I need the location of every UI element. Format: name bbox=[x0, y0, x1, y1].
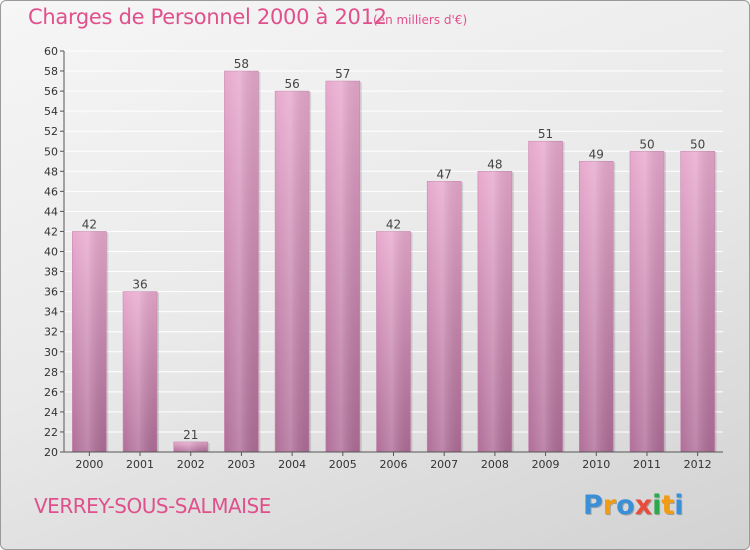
y-tick-label: 48 bbox=[44, 165, 58, 178]
data-label: 56 bbox=[284, 77, 299, 91]
x-tick-label: 2001 bbox=[126, 458, 154, 471]
x-tick-label: 2010 bbox=[582, 458, 610, 471]
data-label: 36 bbox=[132, 278, 147, 292]
y-tick-label: 44 bbox=[44, 205, 58, 218]
bar-highlight bbox=[123, 291, 158, 452]
y-tick-label: 38 bbox=[44, 266, 58, 279]
logo-letter: i bbox=[652, 490, 662, 521]
y-tick-label: 26 bbox=[44, 386, 58, 399]
bar-highlight bbox=[173, 441, 208, 452]
bar-highlight bbox=[528, 141, 563, 452]
x-tick-label: 2009 bbox=[532, 458, 560, 471]
proxiti-logo: Proxiti bbox=[583, 490, 684, 521]
bar-highlight bbox=[477, 171, 512, 453]
bar-highlight bbox=[579, 161, 614, 452]
data-label: 48 bbox=[487, 157, 502, 171]
commune-name: VERREY-SOUS-SALMAISE bbox=[34, 494, 271, 518]
y-tick-label: 46 bbox=[44, 185, 58, 198]
y-tick-label: 56 bbox=[44, 85, 58, 98]
logo-letter: x bbox=[634, 490, 653, 521]
y-tick-label: 58 bbox=[44, 65, 58, 78]
data-label: 58 bbox=[234, 57, 249, 71]
x-tick-label: 2011 bbox=[633, 458, 661, 471]
data-label: 50 bbox=[639, 137, 654, 151]
y-tick-label: 30 bbox=[44, 346, 58, 359]
x-tick-label: 2008 bbox=[481, 458, 509, 471]
y-tick-label: 36 bbox=[44, 286, 58, 299]
x-tick-label: 2003 bbox=[227, 458, 255, 471]
y-tick-label: 28 bbox=[44, 366, 58, 379]
data-label: 51 bbox=[538, 127, 553, 141]
bar-highlight bbox=[680, 151, 715, 452]
logo-letter: i bbox=[674, 490, 684, 521]
y-tick-label: 60 bbox=[44, 45, 58, 58]
y-tick-label: 34 bbox=[44, 306, 58, 319]
x-tick-label: 2004 bbox=[278, 458, 306, 471]
y-tick-label: 42 bbox=[44, 225, 58, 238]
logo-letter: o bbox=[616, 490, 635, 521]
x-tick-label: 2012 bbox=[684, 458, 712, 471]
bar-highlight bbox=[376, 231, 411, 452]
x-tick-label: 2005 bbox=[329, 458, 357, 471]
bar-highlight bbox=[325, 81, 360, 452]
y-tick-label: 24 bbox=[44, 406, 58, 419]
y-tick-label: 50 bbox=[44, 145, 58, 158]
x-tick-label: 2000 bbox=[75, 458, 103, 471]
y-tick-label: 52 bbox=[44, 125, 58, 138]
bar-highlight bbox=[275, 91, 310, 452]
x-tick-label: 2007 bbox=[430, 458, 458, 471]
y-tick-label: 22 bbox=[44, 426, 58, 439]
bars bbox=[72, 70, 717, 453]
logo-letter: P bbox=[583, 490, 603, 521]
x-tick-label: 2006 bbox=[380, 458, 408, 471]
data-label: 21 bbox=[183, 428, 198, 442]
bar-highlight bbox=[224, 71, 259, 453]
x-tick-label: 2002 bbox=[177, 458, 205, 471]
bar-highlight bbox=[72, 231, 107, 452]
data-label: 47 bbox=[437, 167, 452, 181]
data-labels: 42 36 21 58 56 57 42 47 48 51 49 50 50 bbox=[82, 57, 706, 442]
y-tick-label: 20 bbox=[44, 446, 58, 459]
data-label: 49 bbox=[589, 147, 604, 161]
logo-letter: t bbox=[661, 490, 675, 521]
logo-letter: r bbox=[602, 490, 617, 521]
y-tick-label: 32 bbox=[44, 326, 58, 339]
bar-highlight bbox=[629, 151, 664, 452]
chart-subtitle: (en milliers d'€) bbox=[373, 13, 468, 27]
data-label: 50 bbox=[690, 137, 705, 151]
y-tick-label: 40 bbox=[44, 246, 58, 259]
y-tick-label: 54 bbox=[44, 105, 58, 118]
data-label: 57 bbox=[335, 67, 350, 81]
bar-highlight bbox=[427, 181, 462, 452]
chart-title: Charges de Personnel 2000 à 2012 bbox=[28, 5, 387, 29]
data-label: 42 bbox=[386, 217, 401, 231]
data-label: 42 bbox=[82, 217, 97, 231]
axes: 20 22 24 26 28 30 32 34 36 38 40 42 44 46 48 50 52 54 56 58… bbox=[44, 45, 723, 471]
